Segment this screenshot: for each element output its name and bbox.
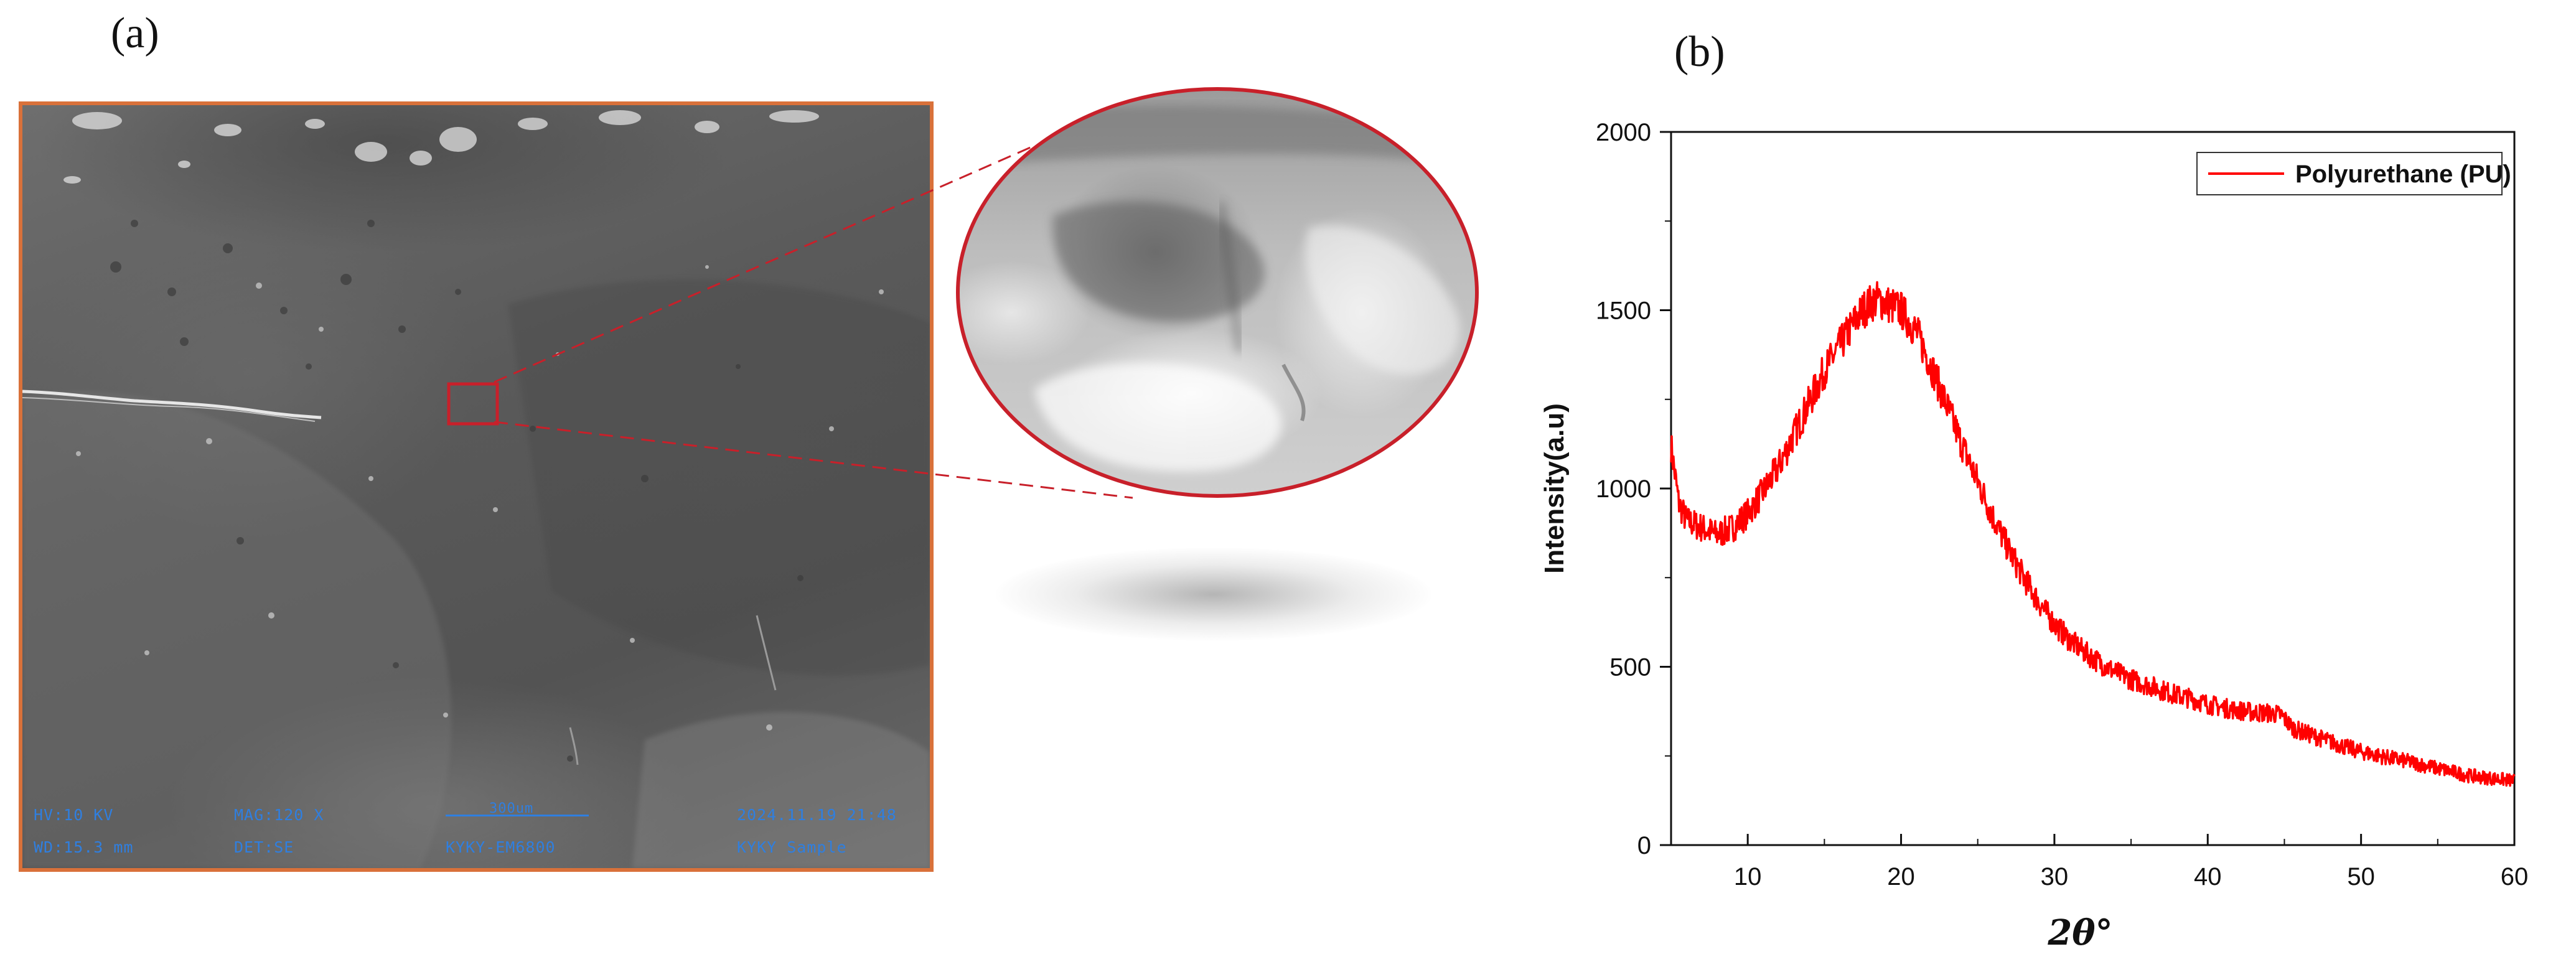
sem-detector: DET:SE [234,838,294,856]
y-tick-label-2000: 2000 [1596,119,1651,146]
chart-ticks: 10 20 30 40 50 60 0 500 1000 1500 2000 [1596,119,2528,891]
chart-axes [1670,131,2516,846]
sem-datetime: 2024.11.19 21:48 [737,806,897,824]
series-line-polyurethane [1670,281,2516,787]
panel-label-a: (a) [111,9,159,57]
sem-wd: WD:15.3 mm [34,838,134,856]
sem-mag: MAG:120 X [234,806,324,824]
x-tick-label-20: 20 [1887,863,1915,891]
x-tick-label-60: 60 [2501,863,2529,891]
sem-sample: KYKY Sample [737,838,847,856]
y-tick-label-1000: 1000 [1596,475,1651,503]
y-axis-label: Intensity(a.u) [1539,403,1570,574]
x-axis-label: 2θ° [2047,912,2112,953]
y-tick-label-0: 0 [1637,832,1651,859]
chart-legend: Polyurethane (PU) [2196,152,2511,195]
zoom-shadow [996,548,1431,641]
zoom-inset [956,87,1479,498]
plot-frame [1670,131,2516,846]
y-tick-label-500: 500 [1609,654,1651,681]
zoom-region-box [447,382,499,426]
legend-label: Polyurethane (PU) [2295,161,2511,188]
xrd-chart: 10 20 30 40 50 60 0 500 1000 1500 2000 Polyurethan… [1539,119,2528,953]
sem-hv: HV:10 KV [34,806,114,824]
panel-label-b: (b) [1674,28,1725,76]
x-tick-label-30: 30 [2041,863,2069,891]
sem-scale-bar [446,815,589,816]
sem-scale-label: 300um [489,801,534,816]
sem-micrograph: HV:10 KV MAG:120 X 300um 2024.11.19 21:4… [19,101,934,872]
sem-instrument: KYKY-EM6800 [446,838,556,856]
sem-surface-texture [22,110,930,868]
x-tick-label-50: 50 [2347,863,2375,891]
zoom-texture [960,105,1475,472]
y-tick-label-1500: 1500 [1596,297,1651,325]
x-tick-label-40: 40 [2194,863,2222,891]
x-tick-label-10: 10 [1734,863,1762,891]
